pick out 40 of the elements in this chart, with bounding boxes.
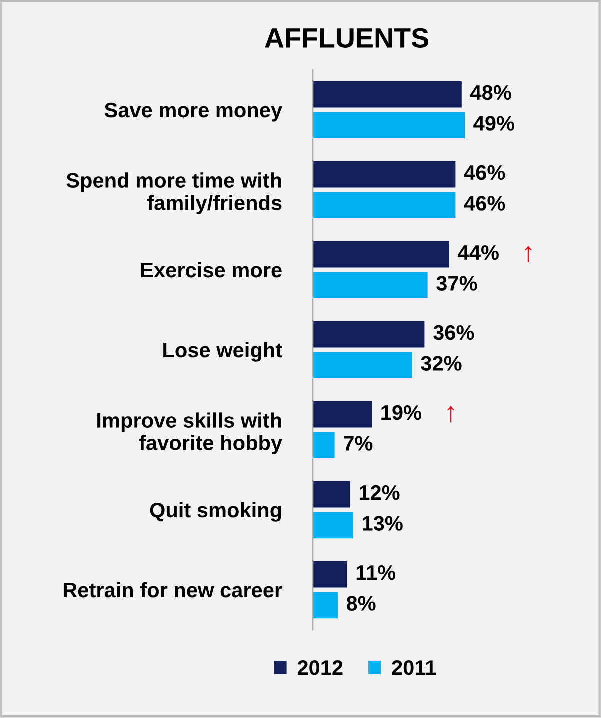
bar <box>313 352 412 379</box>
y-tick-label: Lose weight <box>164 342 282 362</box>
y-tick-label: Quit smoking <box>150 502 282 522</box>
bar <box>313 592 338 619</box>
bar <box>313 161 456 188</box>
y-tick-label: Retrain for new career <box>64 582 282 598</box>
bar <box>313 401 372 428</box>
y-tick-label: Save more money <box>104 102 282 122</box>
legend-label: 2011 <box>392 660 436 676</box>
data-label: 11% <box>356 565 396 580</box>
y-tick-label: Spend more time with family/friends <box>66 172 282 215</box>
bar <box>313 192 456 219</box>
bar <box>313 112 465 139</box>
bar <box>313 321 425 348</box>
annotation: ↑ <box>525 246 532 263</box>
data-label: 32% <box>421 356 462 371</box>
data-label: 48% <box>470 85 512 100</box>
bar <box>313 481 350 508</box>
data-label: 7% <box>344 436 373 451</box>
bar <box>313 561 348 588</box>
y-tick-label: Exercise more <box>142 262 282 278</box>
bar <box>313 272 428 299</box>
annotation: ↑ <box>448 406 454 423</box>
legend-label: 2012 <box>298 660 343 676</box>
data-label: 13% <box>363 516 403 531</box>
data-label: 44% <box>458 245 499 260</box>
chart-title: AFFLUENTS <box>265 28 428 48</box>
data-label: 19% <box>382 405 422 420</box>
bar <box>313 432 335 459</box>
data-label: 37% <box>436 276 478 291</box>
bar <box>313 512 354 539</box>
data-label: 46% <box>464 165 506 180</box>
data-label: 12% <box>360 485 400 500</box>
bar <box>313 241 450 268</box>
data-label: 46% <box>464 196 506 211</box>
data-label: 8% <box>346 596 376 611</box>
data-label: 49% <box>474 116 514 131</box>
data-label: 36% <box>434 325 474 340</box>
y-tick-label: Improve skills with favorite hobby <box>98 412 282 455</box>
bar <box>313 81 462 108</box>
